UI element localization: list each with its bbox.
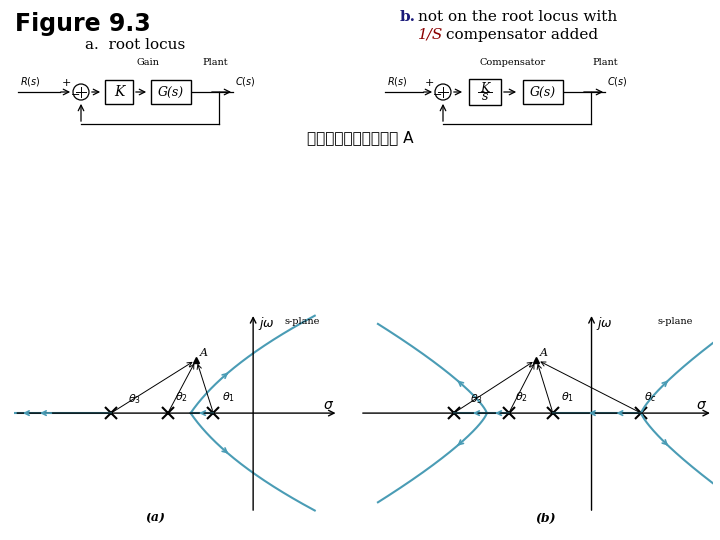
- Text: A: A: [540, 348, 548, 358]
- Text: $R(s)$: $R(s)$: [20, 75, 40, 88]
- Text: a.  root locus: a. root locus: [85, 38, 185, 52]
- Text: $R(s)$: $R(s)$: [387, 75, 408, 88]
- Text: −: −: [71, 90, 81, 100]
- Text: not on the root locus with: not on the root locus with: [418, 10, 617, 24]
- Text: 此設計已無從獲致系統 A: 此設計已無從獲致系統 A: [307, 131, 413, 145]
- Text: s-plane: s-plane: [284, 317, 320, 326]
- Text: K: K: [480, 82, 490, 94]
- Text: $-\theta_1 - \theta_2 - \theta_3 = (2k+1)180^\circ$: $-\theta_1 - \theta_2 - \theta_3 = (2k+1…: [76, 491, 234, 505]
- Text: $j\omega$: $j\omega$: [258, 315, 274, 332]
- Bar: [151, 80, 191, 104]
- Text: Gain: Gain: [137, 58, 159, 67]
- Text: −: −: [433, 90, 442, 100]
- Text: s: s: [482, 90, 488, 103]
- Text: G(s): G(s): [158, 85, 184, 98]
- Text: Compensator: Compensator: [480, 58, 546, 67]
- Text: +: +: [62, 78, 71, 88]
- Text: compensator added: compensator added: [446, 28, 598, 42]
- Text: $j\omega$: $j\omega$: [596, 315, 613, 332]
- Text: $C(s)$: $C(s)$: [235, 75, 256, 88]
- Text: (b): (b): [535, 511, 555, 524]
- Text: $\sigma$: $\sigma$: [323, 398, 334, 412]
- Text: Figure 9.3: Figure 9.3: [15, 12, 150, 36]
- Text: $\theta_3$: $\theta_3$: [470, 393, 483, 406]
- Bar: [523, 80, 563, 104]
- Text: $\sigma$: $\sigma$: [696, 398, 707, 412]
- Text: K: K: [114, 85, 124, 99]
- Text: A: A: [200, 348, 208, 358]
- Text: Plant: Plant: [202, 58, 228, 67]
- Text: +: +: [425, 78, 434, 88]
- Text: $\theta_3$: $\theta_3$: [128, 393, 141, 406]
- Text: $\theta_1 - \theta_2 - \theta_3 - \theta_c \neq (2k+1)180^\circ$: $\theta_1 - \theta_2 - \theta_3 - \theta…: [458, 491, 632, 505]
- Text: $\theta_1$: $\theta_1$: [222, 390, 235, 404]
- Circle shape: [73, 84, 89, 100]
- Text: b.: b.: [400, 10, 416, 24]
- Text: s-plane: s-plane: [657, 317, 693, 326]
- Circle shape: [435, 84, 451, 100]
- Text: G(s): G(s): [530, 85, 556, 98]
- Text: $\theta_1$: $\theta_1$: [561, 390, 575, 404]
- Text: (a): (a): [145, 511, 165, 524]
- Text: Plant: Plant: [592, 58, 618, 67]
- Text: $\theta_2$: $\theta_2$: [175, 390, 188, 404]
- Text: 1/S: 1/S: [418, 28, 444, 42]
- Text: $C(s)$: $C(s)$: [607, 75, 628, 88]
- Bar: [105, 80, 133, 104]
- Text: $\theta_2$: $\theta_2$: [516, 390, 528, 404]
- Text: $\theta_c$: $\theta_c$: [644, 390, 657, 404]
- Bar: [469, 79, 501, 105]
